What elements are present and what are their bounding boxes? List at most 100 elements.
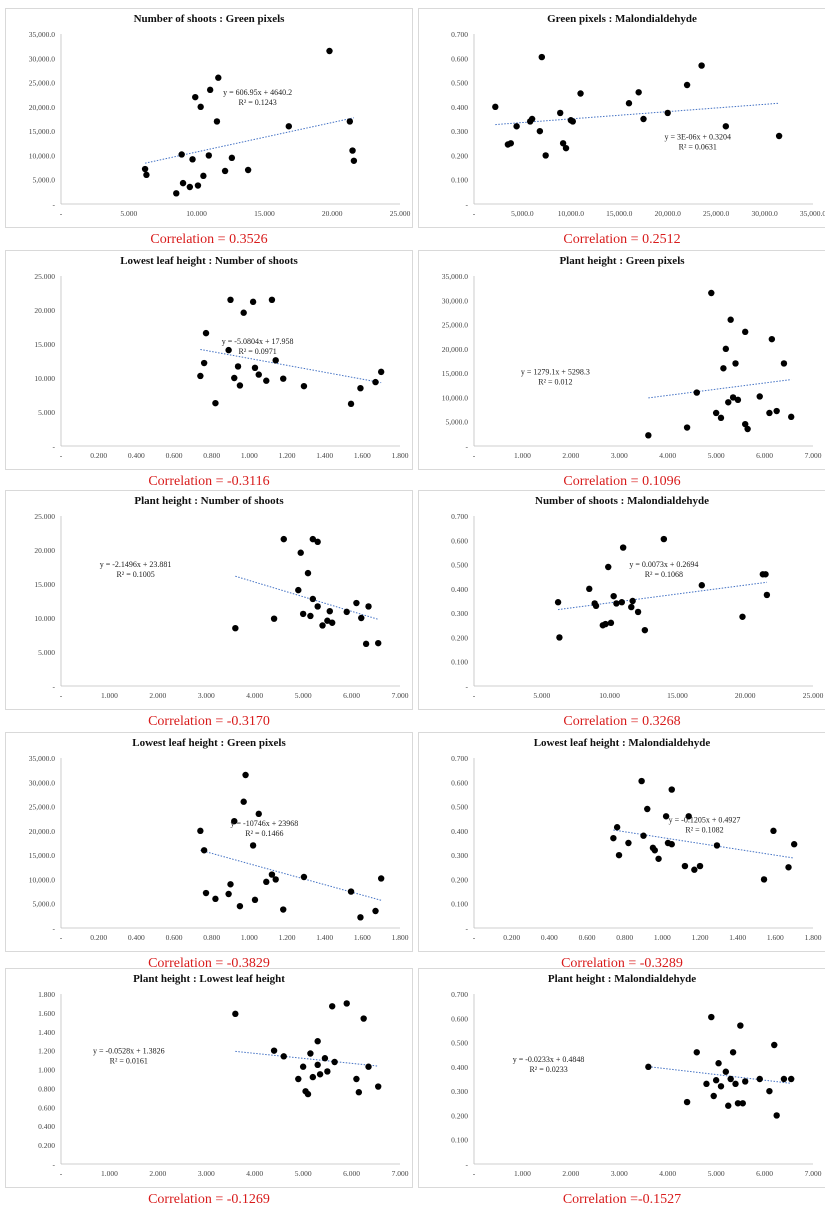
data-point [708,290,714,296]
x-tick-label: 10.000 [186,209,207,218]
data-point [314,1038,320,1044]
x-tick-label: 0.200 [503,933,520,942]
x-tick-label: 15.000 [667,691,688,700]
trend-equation: y = 3E-06x + 0.3204 [664,132,731,141]
x-tick-label: 1.000 [514,451,531,460]
data-point [273,876,279,882]
data-point [652,847,658,853]
data-point [669,786,675,792]
data-point [252,365,258,371]
data-point [298,550,304,556]
data-point [365,603,371,609]
data-point [225,347,231,353]
x-tick-label: 1.600 [354,451,371,460]
data-point [761,876,767,882]
data-point [762,571,768,577]
data-point [227,881,233,887]
data-point [720,365,726,371]
data-point [256,811,262,817]
data-point [360,1015,366,1021]
y-tick-label: 0.700 [451,754,468,763]
x-tick-label: 35,000.0 [800,209,825,218]
data-point [195,182,201,188]
x-tick-label: 5.000 [708,1169,725,1178]
y-tick-label: 15,000.0 [29,851,56,860]
data-point [715,1060,721,1066]
y-tick-label: 0.400 [451,1063,468,1072]
x-tick-label: 6.000 [756,451,773,460]
data-point [245,167,251,173]
data-point [237,382,243,388]
data-point [694,1049,700,1055]
x-tick-label: 2.000 [149,691,166,700]
y-tick-label: 35,000.0 [29,30,56,39]
data-point [305,1091,311,1097]
x-tick-label: 5.000 [295,1169,312,1178]
data-point [207,87,213,93]
data-point [773,1112,779,1118]
data-point [737,1022,743,1028]
trend-equation: y = 1279.1x + 5298.3 [521,368,590,377]
data-point [263,879,269,885]
data-point [317,1071,323,1077]
data-point [310,596,316,602]
data-point [215,75,221,81]
x-tick-label: 7.000 [392,1169,409,1178]
correlation-label: Correlation = 0.3526 [5,232,413,248]
data-point [281,536,287,542]
x-tick-label: 5.000 [120,209,137,218]
y-tick-label: 5.000 [38,408,55,417]
y-tick-label: 5,000.0 [33,900,56,909]
data-point [788,414,794,420]
r-squared-label: R² = 0.0161 [110,1057,148,1066]
data-point [577,90,583,96]
data-point [263,378,269,384]
data-point [192,94,198,100]
trend-equation: y = -2.1496x + 23.881 [100,560,172,569]
data-point [231,375,237,381]
data-point [608,620,614,626]
data-point [776,133,782,139]
y-tick-label: 0.700 [451,990,468,999]
data-point [718,1083,724,1089]
x-tick-label: 4.000 [659,451,676,460]
data-point [348,888,354,894]
data-point [314,539,320,545]
x-tick-label: 15,000.0 [606,209,633,218]
data-point [232,1011,238,1017]
data-point [201,847,207,853]
data-point [271,1047,277,1053]
y-tick-label: 25,000.0 [29,79,56,88]
correlation-label: Correlation = 0.2512 [418,232,825,248]
data-point [240,310,246,316]
x-tick-label: 0.800 [616,933,633,942]
x-tick-label: 3.000 [198,691,215,700]
x-tick-label: 5.000 [295,691,312,700]
x-tick-label: 25.000 [390,209,411,218]
y-tick-label: 0.500 [451,561,468,570]
y-tick-label: 0.300 [451,127,468,136]
x-tick-label: 1.600 [354,933,371,942]
data-point [212,400,218,406]
y-tick-label: 30,000.0 [29,54,56,63]
data-point [638,778,644,784]
x-tick-label: 1.200 [692,933,709,942]
data-point [730,1049,736,1055]
correlation-label: Correlation = -0.1269 [5,1192,413,1208]
r-squared-label: R² = 0.1005 [116,570,154,579]
data-point [178,151,184,157]
y-tick-label: 0.300 [451,1087,468,1096]
y-tick-label: 35,000.0 [29,754,56,763]
chart-title: Lowest leaf height : Green pixels [132,737,286,749]
y-tick-label: 10,000.0 [29,875,56,884]
data-point [791,841,797,847]
x-tick-label: 6.000 [343,1169,360,1178]
data-point [378,369,384,375]
data-point [329,1003,335,1009]
data-point [180,180,186,186]
